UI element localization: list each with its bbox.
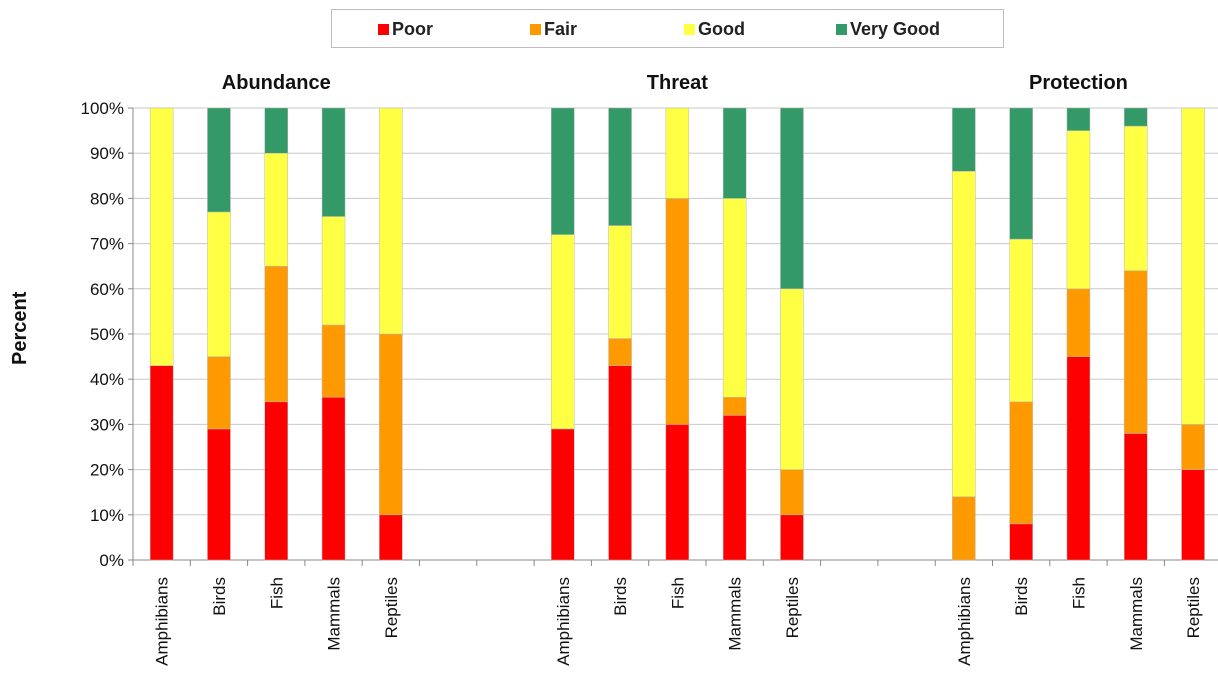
- x-tick-label-reptiles: Reptiles: [382, 577, 401, 638]
- x-tick-label-birds: Birds: [611, 577, 630, 616]
- legend-swatch-very-good: [836, 23, 847, 35]
- bar-threat-reptiles-very-good: [780, 107, 804, 290]
- bar-protection-birds-very-good: [1009, 107, 1033, 240]
- y-tick-label: 30%: [90, 415, 124, 434]
- y-tick-label: 40%: [90, 370, 124, 389]
- bar-threat-amphibians-very-good: [551, 107, 575, 235]
- bar-abundance-reptiles-poor: [379, 514, 403, 561]
- bar-protection-birds-good: [1009, 238, 1033, 403]
- bar-abundance-birds-poor: [207, 428, 231, 561]
- bar-protection-amphibians-good: [952, 171, 976, 497]
- bar-protection-mammals-good: [1124, 125, 1148, 271]
- x-tick-label-amphibians: Amphibians: [554, 577, 573, 666]
- y-tick-label: 70%: [90, 235, 124, 254]
- bar-abundance-reptiles-fair: [379, 333, 403, 516]
- bar-threat-amphibians-poor: [551, 428, 575, 561]
- legend-swatch-good: [684, 23, 695, 35]
- legend-item-fair: Fair: [530, 19, 577, 39]
- bar-abundance-mammals-fair: [321, 324, 346, 398]
- legend-label-very-good: Very Good: [850, 18, 941, 39]
- x-tick-label-fish: Fish: [668, 577, 687, 609]
- y-tick-label: 0%: [99, 551, 124, 570]
- y-tick-label: 100%: [81, 99, 124, 118]
- bar-protection-fish-very-good: [1066, 107, 1091, 131]
- bar-abundance-amphibians-poor: [149, 365, 174, 561]
- bar-abundance-birds-very-good: [207, 107, 231, 213]
- bar-threat-fish-fair: [665, 198, 690, 425]
- bar-abundance-fish-good: [264, 152, 288, 267]
- bar-protection-mammals-poor: [1124, 433, 1148, 561]
- group-title-abundance: Abundance: [222, 72, 331, 94]
- bar-threat-reptiles-good: [780, 288, 804, 470]
- bar-threat-birds-poor: [608, 365, 632, 561]
- y-tick-label: 50%: [90, 325, 124, 344]
- bar-protection-reptiles-good: [1181, 107, 1205, 425]
- bar-threat-mammals-poor: [722, 415, 747, 561]
- bar-threat-birds-very-good: [608, 107, 632, 226]
- legend: Poor Fair Good Very Good: [331, 9, 1004, 48]
- bar-protection-fish-good: [1066, 130, 1091, 290]
- x-tick-label-reptiles: Reptiles: [783, 577, 802, 638]
- legend-label-fair: Fair: [544, 18, 578, 39]
- bar-abundance-mammals-poor: [321, 397, 346, 561]
- bar-threat-mammals-good: [722, 198, 747, 398]
- bar-protection-reptiles-poor: [1181, 469, 1205, 561]
- y-tick-label: 90%: [90, 144, 124, 163]
- bar-abundance-fish-very-good: [264, 107, 288, 154]
- bar-abundance-birds-fair: [207, 356, 231, 430]
- x-tick-label-fish: Fish: [267, 577, 286, 609]
- group-title-threat: Threat: [647, 72, 708, 94]
- legend-swatch-fair: [530, 23, 541, 35]
- bar-threat-fish-good: [665, 107, 690, 199]
- bar-threat-birds-good: [608, 225, 632, 339]
- x-tick-label-mammals: Mammals: [1127, 577, 1146, 651]
- y-tick-label: 60%: [90, 280, 124, 299]
- bar-threat-mammals-very-good: [722, 107, 747, 199]
- legend-item-good: Good: [684, 19, 745, 39]
- bar-abundance-amphibians-good: [149, 107, 174, 366]
- bar-abundance-mammals-good: [321, 216, 346, 326]
- x-tick-label-birds: Birds: [210, 577, 229, 616]
- y-tick-label: 20%: [90, 461, 124, 480]
- bar-protection-birds-fair: [1009, 401, 1033, 525]
- bar-threat-mammals-fair: [722, 397, 747, 416]
- bar-abundance-fish-fair: [264, 265, 288, 403]
- y-tick-label: 10%: [90, 506, 124, 525]
- x-tick-label-mammals: Mammals: [726, 577, 745, 651]
- bar-threat-reptiles-poor: [780, 514, 804, 561]
- bar-protection-amphibians-fair: [952, 496, 976, 561]
- bar-abundance-fish-poor: [264, 401, 288, 561]
- legend-label-good: Good: [698, 18, 745, 39]
- group-title-protection: Protection: [1029, 72, 1128, 94]
- bar-protection-mammals-very-good: [1124, 107, 1148, 127]
- x-tick-label-amphibians: Amphibians: [955, 577, 974, 666]
- bar-protection-fish-poor: [1066, 356, 1091, 561]
- bar-threat-reptiles-fair: [780, 469, 804, 516]
- bar-abundance-mammals-very-good: [321, 107, 346, 217]
- x-tick-label-birds: Birds: [1012, 577, 1031, 616]
- y-tick-label: 80%: [90, 189, 124, 208]
- bar-protection-fish-fair: [1066, 288, 1091, 357]
- bar-threat-birds-fair: [608, 338, 632, 366]
- bar-protection-reptiles-fair: [1181, 424, 1205, 470]
- x-tick-label-reptiles: Reptiles: [1184, 577, 1203, 638]
- x-tick-label-mammals: Mammals: [325, 577, 344, 651]
- bar-abundance-reptiles-good: [379, 107, 403, 335]
- bar-threat-fish-poor: [665, 424, 690, 561]
- bar-protection-amphibians-very-good: [952, 107, 976, 172]
- x-tick-label-fish: Fish: [1069, 577, 1088, 609]
- legend-item-very-good: Very Good: [836, 19, 940, 39]
- legend-swatch-poor: [378, 23, 389, 35]
- x-tick-label-amphibians: Amphibians: [153, 577, 172, 666]
- legend-label-poor: Poor: [392, 18, 434, 39]
- bar-protection-mammals-fair: [1124, 270, 1148, 434]
- bar-protection-birds-poor: [1009, 523, 1033, 561]
- bar-threat-amphibians-good: [551, 234, 575, 430]
- bar-abundance-birds-good: [207, 211, 231, 357]
- legend-item-poor: Poor: [378, 19, 433, 39]
